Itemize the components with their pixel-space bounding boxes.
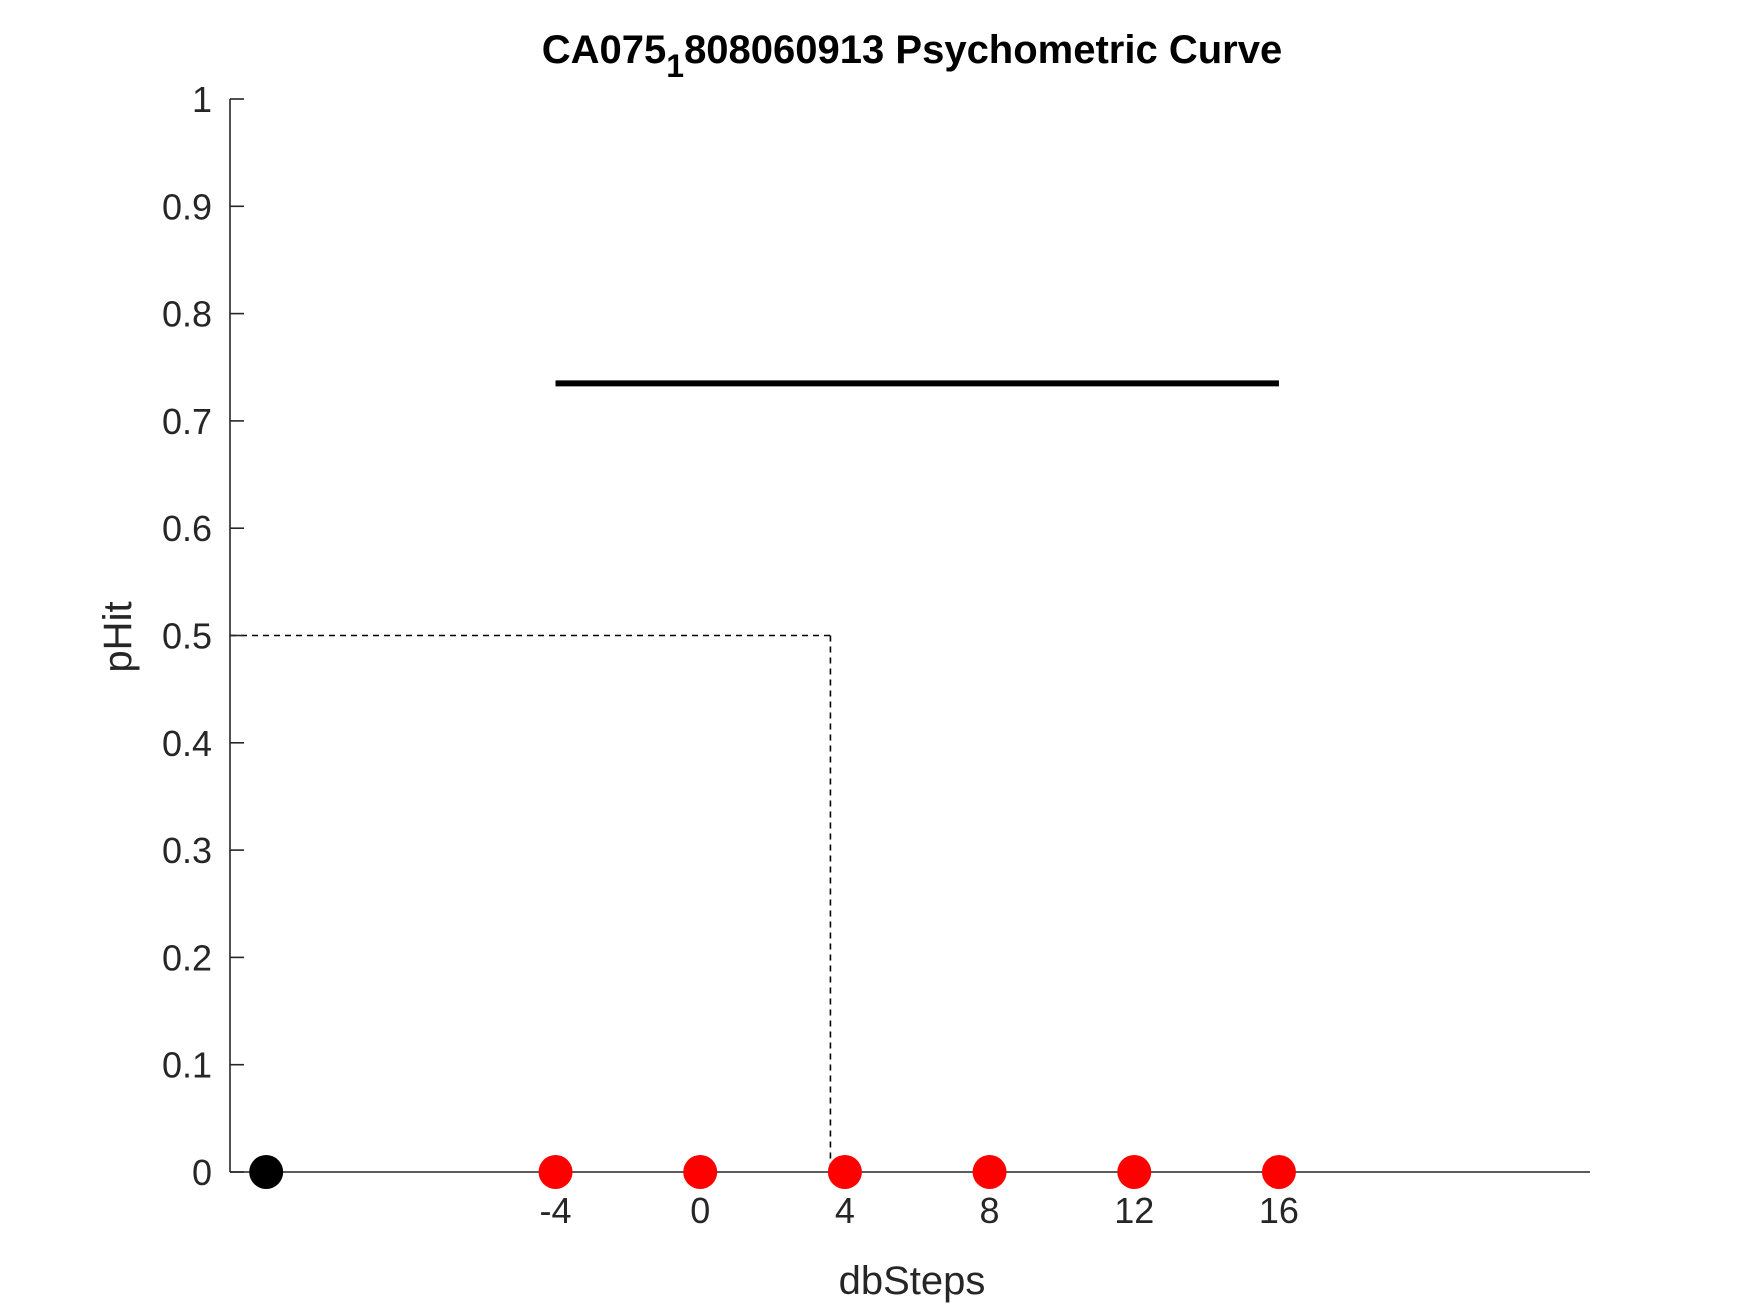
plot-area [230, 380, 1279, 1172]
data-markers [249, 1155, 1296, 1189]
chart-title: CA0751808060913 Psychometric Curve [542, 28, 1282, 84]
data-point [972, 1155, 1007, 1189]
y-tick-label: 0 [192, 1152, 212, 1193]
data-point [538, 1155, 573, 1189]
y-tick-label: 0.9 [162, 186, 212, 227]
y-tick-label: 1 [192, 79, 212, 120]
data-point [249, 1155, 284, 1189]
x-tick-label: 4 [835, 1190, 855, 1231]
y-tick-label: 0.1 [162, 1045, 212, 1086]
data-point [683, 1155, 718, 1189]
x-tick-label: 0 [690, 1190, 710, 1231]
y-axis-label: pHit [96, 601, 140, 672]
x-tick-label: -4 [540, 1190, 572, 1231]
axes: 0 0.1 0.2 0.3 0.4 0.5 0.6 0.7 0.8 0.9 1 -4 0 4 8 12 16 [162, 79, 1590, 1231]
data-point [1261, 1155, 1296, 1189]
y-tick-label: 0.8 [162, 294, 212, 335]
y-tick-label: 0.6 [162, 508, 212, 549]
data-point [827, 1155, 862, 1189]
y-tick-label: 0.4 [162, 723, 212, 764]
x-tick-label: 8 [980, 1190, 1000, 1231]
y-tick-label: 0.3 [162, 830, 212, 871]
y-tick-label: 0.7 [162, 401, 212, 442]
y-tick-label: 0.2 [162, 937, 212, 978]
x-tick-label: 16 [1259, 1190, 1299, 1231]
x-tick-label: 12 [1114, 1190, 1154, 1231]
x-axis-label: dbSteps [839, 1259, 986, 1303]
data-point [1117, 1155, 1152, 1189]
y-tick-label: 0.5 [162, 616, 212, 657]
